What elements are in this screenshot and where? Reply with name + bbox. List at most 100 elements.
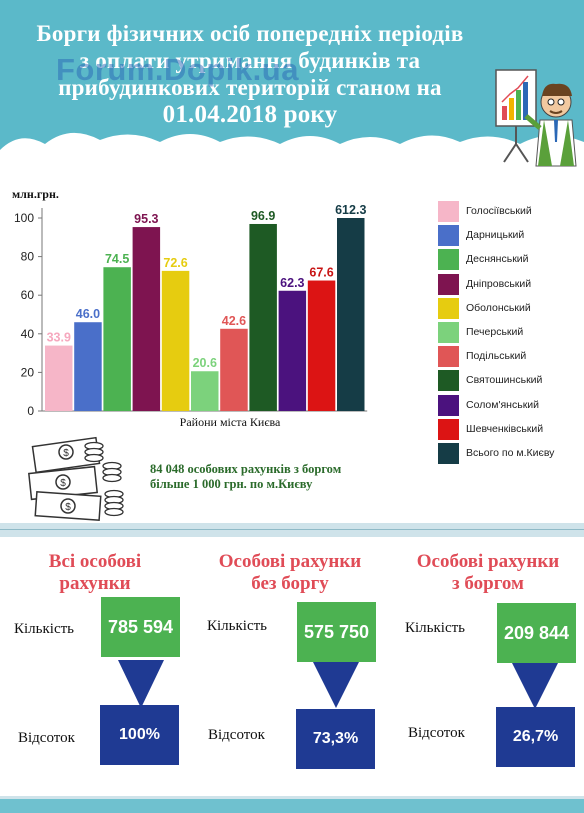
stat-block-1-title-line-1: Всі особові [48,551,142,572]
legend-label: Дарницький [466,229,525,242]
legend-swatch [438,273,459,295]
legend-label: Печерський [466,325,524,338]
legend-item: Шевченківський [438,417,584,441]
bar-value-label: 67.6 [309,266,333,280]
legend-swatch [438,418,459,440]
stat-block-1-title-line-2: рахунки [59,573,131,594]
legend-label: Всього по м.Києву [466,446,555,459]
bar-value-label: 72.6 [163,256,187,270]
y-tick-label: 100 [14,211,34,225]
legend-label: Подільський [466,350,527,363]
section-divider-line [0,529,584,530]
bar-value-label: 612.3 [335,203,366,217]
title-line-2: з оплати утримання будинків та [79,48,421,73]
stat-block-3-percent-value: 26,7% [496,707,575,767]
legend-item: Святошинський [438,368,584,392]
bar-value-label: 46.0 [76,307,100,321]
bar-2 [74,322,102,411]
legend-item: Солом'янський [438,393,584,417]
svg-text:$: $ [60,478,66,489]
debt-info-line-2: більше 1 000 грн. по м.Києву [150,477,313,491]
stat-block-3-title-line-2: з боргом [452,573,524,594]
stat-block-3-percent-label: Відсоток [408,725,465,741]
debt-accounts-info: 84 048 особових рахунків з боргом більше… [150,462,410,492]
y-tick-label: 40 [21,327,35,341]
stat-block-1-percent-label: Відсоток [18,730,75,746]
watermark: Forum.Dopik.ua [56,52,299,87]
legend-label: Дніпровський [466,277,532,290]
stat-block-2-title-line-1: Особові рахунки [218,551,362,572]
money-stack-icon: $ $ $ [28,436,124,522]
legend-item: Всього по м.Києву [438,441,584,465]
bar-4 [132,227,161,411]
legend-swatch [438,225,459,247]
legend-swatch [438,394,459,416]
stat-block-2-count-value: 575 750 [297,602,376,662]
header-cloud-decoration [0,132,584,182]
legend-label: Святошинський [466,374,543,387]
title-line-3: прибудинкових територій станом на [58,75,442,100]
legend-item: Дніпровський [438,272,584,296]
bar-11 [337,218,365,411]
y-tick-label: 0 [27,404,34,418]
header: Борги фізичних осіб попередніх періодів … [0,0,584,182]
stat-block-3-arrow [512,663,558,709]
stat-block-3-count-value: 209 844 [497,603,576,663]
legend-swatch [438,346,459,368]
stat-block-2-percent-value: 73,3% [296,709,375,769]
y-axis-unit-label: млн.грн. [12,187,59,201]
section-divider [0,523,584,537]
bar-value-label: 74.5 [105,252,129,266]
y-tick-label: 20 [21,365,35,379]
bar-10 [307,280,336,411]
stat-block-2-arrow [313,662,359,708]
footer-divider [0,796,584,800]
svg-text:$: $ [63,448,69,459]
stat-block-3-count-label: Кількість [405,620,466,636]
title-line-1: Борги фізичних осіб попередніх періодів [36,21,464,46]
bar-8 [249,223,277,411]
header-band [0,0,584,150]
stat-block-1-count-value: 785 594 [101,597,180,657]
presenter-illustration-icon [495,69,577,167]
bar-value-label: 33.9 [47,331,71,345]
legend-item: Дарницький [438,223,584,247]
stat-block-3-title-line-1: Особові рахунки [416,551,560,572]
stat-block-1-arrow [118,660,164,708]
bar-value-label: 96.9 [251,209,275,223]
stat-block-2-percent-label: Відсоток [208,727,265,743]
bar-7 [220,328,248,411]
bar-chart: 0 20 40 60 80 100 33.9 46.0 74.5 95.3 72.6 20.6 42.6… [14,203,368,418]
stat-block-2-count-label: Кількість [207,618,268,634]
bar-1 [45,345,73,411]
legend-swatch [438,370,459,392]
legend-label: Голосіївський [466,205,532,217]
legend-label: Оболонський [466,301,531,314]
legend-label: Солом'янський [466,398,540,411]
y-tick-label: 80 [21,250,35,264]
svg-text:$: $ [65,502,71,513]
stat-block-1-title: Всі особові рахунки [20,551,170,595]
bar-value-label: 20.6 [193,356,217,370]
bar-5 [161,270,190,411]
bar-6 [191,371,219,411]
chart-legend: Голосіївський Дарницький Деснянський Дніпро… [438,199,584,465]
legend-item: Подільський [438,344,584,368]
stat-block-2-title-line-2: без боргу [251,573,329,594]
title-suffix: року [283,101,338,128]
stat-block-2-title: Особові рахунки без боргу [200,551,380,595]
debt-info-line-1: 84 048 особових рахунків з боргом [150,462,342,476]
legend-swatch [438,249,459,271]
stat-block-1-percent-value: 100% [100,705,179,765]
bar-value-label: 62.3 [280,276,304,290]
footer-band [0,799,584,813]
bar-9 [278,290,307,411]
bar-value-label: 42.6 [222,314,246,328]
legend-swatch [438,201,459,222]
legend-swatch [438,321,459,343]
legend-item: Печерський [438,320,584,344]
legend-label: Деснянський [466,253,529,266]
legend-label: Шевченківський [466,422,544,435]
legend-swatch [438,297,459,319]
stat-block-1-count-label: Кількість [14,621,75,637]
